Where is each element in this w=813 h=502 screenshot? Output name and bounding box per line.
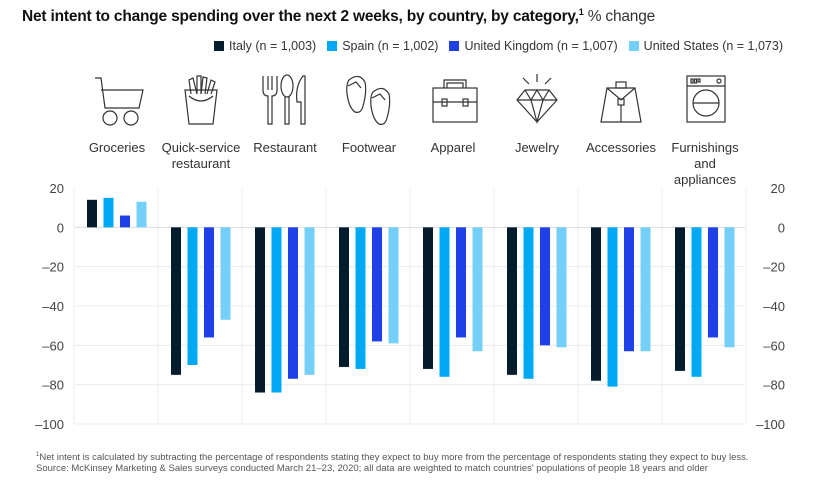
legend-item-uk: United Kingdom (n = 1,007) — [449, 39, 618, 53]
category-quick-service-restaurant: Quick-service restaurant — [159, 72, 243, 172]
category-label: Quick-service restaurant — [161, 140, 241, 171]
bar — [556, 227, 567, 348]
bar — [540, 227, 550, 346]
footnotes: 1Net intent is calculated by subtracting… — [36, 450, 796, 474]
footnote-text: Net intent is calculated by subtracting … — [39, 452, 749, 464]
category-footwear: Footwear — [327, 72, 411, 156]
bar — [507, 227, 517, 375]
category-label: Footwear — [341, 140, 397, 155]
footnote-marker: 1 — [36, 452, 40, 458]
shopping-cart-icon — [95, 77, 144, 126]
bar — [339, 227, 349, 367]
legend-swatch-italy — [214, 41, 224, 51]
french-fries-icon — [184, 75, 218, 125]
legend-label-spain: Spain (n = 1,002) — [342, 39, 439, 53]
y-tick-label-right: –60 — [763, 338, 785, 353]
bar-chart: 20 0 –20 –40 –60 –80 –100 20 0 –20 –40 –60 –80 –100 — [35, 181, 785, 432]
legend-label-us: United States (n = 1,073) — [643, 39, 783, 53]
category-label: Apparel — [430, 140, 476, 155]
category-apparel: Apparel — [411, 72, 495, 156]
legend-label-uk: United Kingdom (n = 1,007) — [464, 39, 618, 53]
category-label: Accessories — [585, 140, 657, 155]
bar — [624, 227, 634, 352]
y-tick-label-left: 0 — [57, 220, 64, 235]
bar — [87, 199, 97, 228]
chart-title: Net intent to change spending over the n… — [22, 7, 655, 26]
legend: Italy (n = 1,003) Spain (n = 1,002) Unit… — [214, 39, 783, 53]
legend-swatch-us — [628, 41, 639, 51]
category-label: Jewelry — [514, 140, 560, 155]
diamond-icon — [516, 74, 558, 125]
footnote-net-intent: 1Net intent is calculated by subtracting… — [36, 450, 796, 463]
y-tick-label-right: –100 — [756, 417, 785, 432]
y-tick-label-left: 20 — [50, 181, 64, 196]
category-label: Groceries — [88, 140, 146, 155]
bar — [187, 227, 198, 365]
legend-item-us: United States (n = 1,073) — [628, 39, 783, 53]
bar — [171, 227, 181, 375]
category-jewelry: Jewelry — [495, 72, 579, 156]
bar — [304, 227, 315, 375]
bar — [255, 227, 265, 393]
bar — [423, 227, 433, 369]
bar — [288, 227, 298, 379]
category-furnishings-and-appliances: Furnishings and appliances — [663, 72, 747, 188]
y-tick-label-right: –20 — [763, 260, 785, 275]
category-groceries: Groceries — [75, 72, 159, 156]
bar — [708, 227, 718, 338]
y-tick-label-right: 0 — [778, 220, 785, 235]
bar — [388, 227, 399, 344]
category-restaurant: Restaurant — [243, 72, 327, 156]
handbag-icon — [600, 81, 642, 123]
bars — [87, 197, 735, 393]
bar — [439, 227, 450, 377]
bar — [136, 201, 147, 228]
y-tick-label-left: –60 — [42, 338, 64, 353]
bar — [591, 227, 601, 381]
bar — [607, 227, 618, 387]
legend-label-italy: Italy (n = 1,003) — [229, 39, 317, 53]
bar — [724, 227, 735, 348]
legend-item-spain: Spain (n = 1,002) — [327, 39, 438, 53]
bar — [103, 197, 114, 228]
bar — [372, 227, 382, 342]
bar — [456, 227, 466, 338]
briefcase-icon — [432, 79, 478, 123]
bar — [120, 215, 130, 228]
y-tick-label-right: –80 — [763, 378, 785, 393]
y-axis-right: 20 0 –20 –40 –60 –80 –100 — [756, 181, 785, 432]
y-tick-label-left: –100 — [35, 417, 64, 432]
y-tick-label-right: –40 — [763, 299, 785, 314]
title-unit: % change — [583, 8, 656, 26]
cutlery-icon — [262, 74, 306, 125]
flip-flops-icon — [346, 75, 391, 125]
bar — [271, 227, 282, 393]
bar — [640, 227, 651, 352]
legend-item-italy: Italy (n = 1,003) — [214, 39, 316, 53]
bar — [355, 227, 366, 369]
y-axis-left: 20 0 –20 –40 –60 –80 –100 — [35, 181, 64, 432]
bar — [220, 227, 231, 320]
bar — [523, 227, 534, 379]
legend-swatch-uk — [449, 41, 460, 51]
y-tick-label-right: 20 — [771, 181, 785, 196]
bar — [691, 227, 702, 377]
y-tick-label-left: –80 — [42, 378, 64, 393]
category-accessories: Accessories — [579, 72, 663, 156]
bar — [675, 227, 685, 371]
title-text: Net intent to change spending over the n… — [22, 8, 579, 26]
y-tick-label-left: –40 — [42, 299, 64, 314]
y-tick-label-left: –20 — [42, 260, 64, 275]
category-label: Restaurant — [253, 140, 317, 155]
category-label: Furnishings and appliances — [671, 140, 739, 187]
title-footnote-marker: 1 — [578, 7, 584, 17]
bar — [472, 227, 483, 352]
source-note: Source: McKinsey Marketing & Sales surve… — [36, 463, 708, 475]
legend-swatch-spain — [327, 41, 338, 51]
bar — [204, 227, 214, 338]
washing-machine-icon — [686, 75, 726, 123]
